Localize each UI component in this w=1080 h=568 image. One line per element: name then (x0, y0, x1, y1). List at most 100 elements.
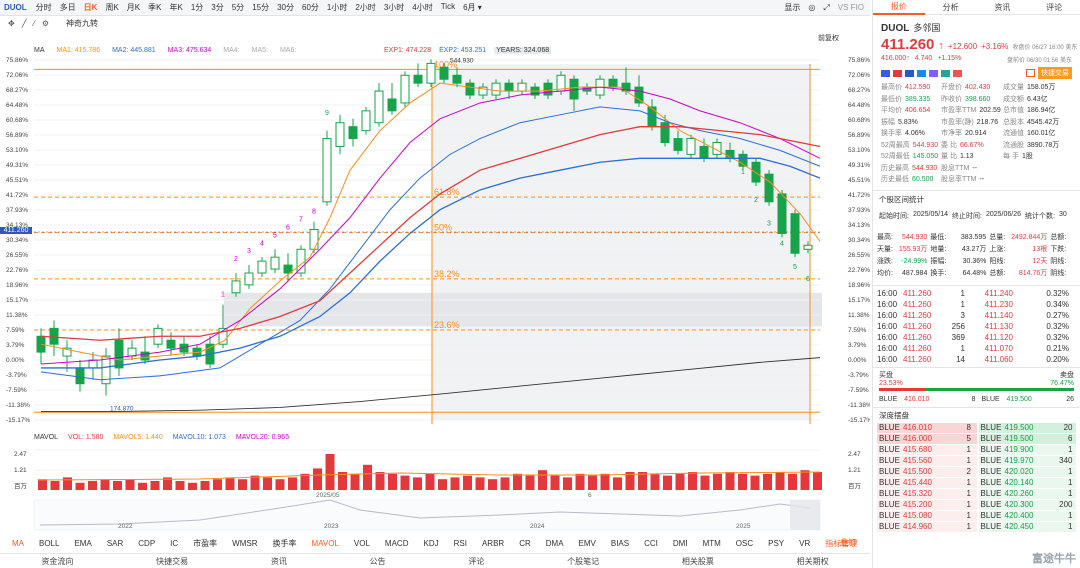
bid-level[interactable]: BLUE 415.200 1 (877, 499, 977, 510)
bottom-tab[interactable]: 相关期权 (796, 556, 829, 566)
period-tab[interactable]: 周K (105, 3, 119, 12)
depth-row[interactable]: BLUE 416.000 5 BLUE 419.500 6 (877, 433, 1076, 444)
indicator-tab[interactable]: MACD (384, 539, 409, 548)
ask-level[interactable]: BLUE 420.400 1 (978, 510, 1076, 521)
period-tab[interactable]: 4小时 (412, 3, 433, 12)
bid-level[interactable]: BLUE 415.560 1 (877, 455, 977, 466)
bid-level[interactable]: BLUE 416.000 5 (877, 433, 977, 444)
bid-level[interactable]: BLUE 414.960 1 (877, 521, 977, 532)
depth-row[interactable]: BLUE 415.500 2 BLUE 420.020 1 (877, 466, 1076, 477)
camera-icon[interactable]: ◎ (808, 3, 816, 12)
indicator-tab[interactable]: RSI (453, 539, 467, 548)
period-tab[interactable]: 3分 (211, 3, 224, 12)
ask-level[interactable]: BLUE 419.900 1 (978, 444, 1076, 455)
period-tab[interactable]: 年K (169, 3, 183, 12)
ask-level[interactable]: BLUE 420.450 1 (978, 521, 1076, 532)
bottom-tab[interactable]: 快捷交易 (156, 556, 189, 566)
period-tab[interactable]: 日K (83, 3, 98, 12)
indicator-tab[interactable]: ARBR (481, 539, 505, 548)
ma-label[interactable]: MA (34, 46, 45, 54)
period-tab[interactable]: 1分 (190, 3, 204, 12)
depth-row[interactable]: BLUE 416.010 8 BLUE 419.500 20 (877, 422, 1076, 433)
period-tab[interactable]: 15分 (252, 3, 270, 12)
depth-row[interactable]: BLUE 415.440 1 BLUE 420.140 1 (877, 477, 1076, 488)
ask-level[interactable]: BLUE 419.970 340 (978, 455, 1076, 466)
indicator-tab[interactable]: BIAS (610, 539, 630, 548)
ask-level[interactable]: BLUE 419.500 6 (978, 433, 1076, 444)
indicator-tab[interactable]: BOLL (39, 539, 60, 548)
bottom-tab[interactable]: 评论 (468, 556, 485, 566)
ask-level[interactable]: BLUE 420.020 1 (978, 466, 1076, 477)
bid-level[interactable]: BLUE 415.080 1 (877, 510, 977, 521)
mavol-label[interactable]: MAVOL (34, 434, 58, 441)
depth-row[interactable]: BLUE 414.960 1 BLUE 420.450 1 (877, 521, 1076, 532)
period-tab[interactable]: 3小时 (383, 3, 405, 12)
indicator-tab[interactable]: EMA (74, 539, 92, 548)
bid-level[interactable]: BLUE 415.500 2 (877, 466, 977, 477)
ask-level[interactable]: BLUE 420.260 1 (978, 488, 1076, 499)
indicator-tab[interactable]: MTM (702, 539, 721, 548)
bid-level[interactable]: BLUE 415.680 1 (877, 444, 977, 455)
bottom-tab[interactable]: 资金流向 (41, 556, 74, 566)
depth-row[interactable]: BLUE 415.680 1 BLUE 419.900 1 (877, 444, 1076, 455)
indicator-tab[interactable]: VOL (353, 539, 370, 548)
depth-row[interactable]: BLUE 415.320 1 BLUE 420.260 1 (877, 488, 1076, 499)
bottom-tab[interactable]: 个股笔记 (567, 556, 600, 566)
depth-row[interactable]: BLUE 415.560 1 BLUE 419.970 340 (877, 455, 1076, 466)
expand-icon[interactable]: ⤢ (823, 2, 830, 12)
stock-code[interactable]: DUOL (4, 3, 27, 12)
ask-price[interactable]: 419.500 (1006, 396, 1032, 403)
ask-level[interactable]: BLUE 420.140 1 (978, 477, 1076, 488)
compare-label[interactable]: VS FIO (837, 3, 864, 12)
period-tab[interactable]: 60分 (302, 3, 319, 12)
end-date[interactable]: 2025/06/26 (985, 211, 1021, 218)
indicator-tab[interactable]: WMSR (232, 539, 258, 548)
period-tab[interactable]: 月K (126, 3, 141, 12)
period-tab[interactable]: 2小时 (355, 3, 376, 12)
indicator-tab[interactable]: DMI (672, 539, 688, 548)
indicator-tab[interactable]: SAR (106, 539, 124, 548)
settings-icon[interactable]: ⚙ (41, 18, 50, 28)
crosshair-icon[interactable]: ✥ (8, 18, 15, 28)
indicator-tab[interactable]: 换手率 (272, 539, 297, 548)
quick-trade-button[interactable]: 快捷交易 (1038, 67, 1072, 79)
indicator-tab[interactable]: VR (799, 539, 811, 548)
depth-row[interactable]: BLUE 415.080 1 BLUE 420.400 1 (877, 510, 1076, 521)
restore-right-button[interactable]: 前复权 (818, 35, 839, 42)
indicator-tab[interactable]: EMV (578, 539, 596, 548)
overlay-label[interactable]: 叠加 (840, 538, 856, 547)
quote-tab[interactable]: 报价 (873, 0, 925, 15)
indicator-tab[interactable]: OSC (735, 539, 754, 548)
bottom-tab[interactable]: 公告 (369, 556, 386, 566)
period-tab[interactable]: 1小时 (326, 3, 348, 12)
line-tool-icon[interactable]: ╱ (21, 18, 27, 28)
indicator-tab[interactable]: 市盈率 (193, 539, 218, 548)
bottom-tab[interactable]: 资讯 (270, 556, 287, 566)
quote-tab[interactable]: 资讯 (994, 2, 1011, 12)
indicator-tab[interactable]: MAVOL (311, 539, 339, 548)
indicator-tab[interactable]: KDJ (423, 539, 439, 548)
period-tab[interactable]: Tick (440, 2, 456, 11)
start-date[interactable]: 2025/05/14 (912, 211, 948, 218)
period-tab[interactable]: 6月 ▾ (463, 3, 482, 12)
period-tab[interactable]: 季K (148, 3, 162, 12)
candlestick-chart[interactable]: 75.86% 75.86% 72.06% 72.06% 68.27% 68.27% 64.4… (0, 30, 870, 537)
indicator-tab[interactable]: CR (519, 539, 531, 548)
indicator-tab[interactable]: PSY (768, 539, 785, 548)
alert-icon[interactable] (1026, 69, 1035, 77)
nine-turn-label[interactable]: 神奇九转 (66, 18, 99, 28)
indicator-tab[interactable]: DMA (545, 539, 564, 548)
indicator-tab[interactable]: CDP (138, 539, 156, 548)
overlay-toggle[interactable]: 叠加 (840, 537, 856, 548)
bid-level[interactable]: BLUE 415.320 1 (877, 488, 977, 499)
bottom-tab[interactable]: 相关股票 (681, 556, 714, 566)
period-tab[interactable]: 5分 (231, 3, 245, 12)
bid-level[interactable]: BLUE 415.440 1 (877, 477, 977, 488)
depth-row[interactable]: BLUE 415.200 1 BLUE 420.300 200 (877, 499, 1076, 510)
indicator-tab[interactable]: IC (170, 539, 179, 548)
ask-level[interactable]: BLUE 419.500 20 (978, 422, 1076, 433)
indicator-tab[interactable]: 指标管理 (825, 539, 858, 548)
ask-level[interactable]: BLUE 420.300 200 (978, 499, 1076, 510)
quote-tab[interactable]: 分析 (942, 2, 959, 12)
period-tab[interactable]: 分时 (35, 3, 52, 12)
